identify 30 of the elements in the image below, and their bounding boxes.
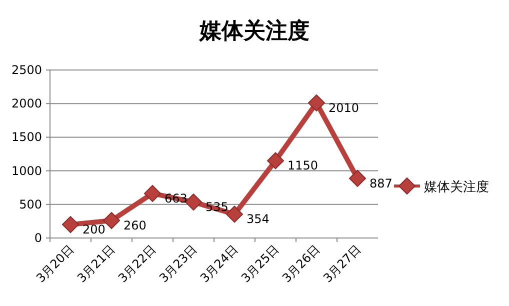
- x-tick-label: 3月21日: [74, 242, 118, 286]
- data-label: 354: [246, 212, 270, 226]
- x-tick-label: 3月24日: [198, 242, 241, 286]
- point: [144, 184, 161, 202]
- y-tick-label: 0: [34, 231, 42, 245]
- x-tick-label: 3月26日: [280, 242, 323, 286]
- point: [103, 212, 120, 230]
- point: [308, 94, 325, 112]
- data-label: 200: [82, 222, 106, 237]
- y-tick-label: 500: [19, 197, 42, 212]
- data-label: 2010: [328, 100, 360, 115]
- x-tick-label: 3月23日: [156, 242, 200, 286]
- y-tick-label: 2500: [11, 63, 42, 77]
- x-tick-label: 3月27日: [320, 242, 364, 286]
- y-tick-label: 2000: [11, 96, 42, 111]
- point: [62, 216, 79, 234]
- point: [185, 194, 202, 211]
- data-label: 887: [370, 176, 392, 190]
- point: [267, 152, 284, 170]
- x-tick-label: 3月25日: [238, 242, 282, 286]
- chart-title: 媒体关注度: [198, 18, 310, 44]
- data-label: 260: [124, 218, 146, 233]
- y-tick-label: 1500: [11, 130, 42, 144]
- data-label: 1150: [288, 158, 318, 173]
- point: [226, 206, 243, 223]
- point: [349, 170, 366, 187]
- legend-label: 媒体关注度: [424, 179, 489, 195]
- x-tick-label: 3月22日: [116, 242, 159, 286]
- y-tick-label: 1000: [11, 164, 42, 178]
- x-tick-label: 3月20日: [34, 242, 77, 286]
